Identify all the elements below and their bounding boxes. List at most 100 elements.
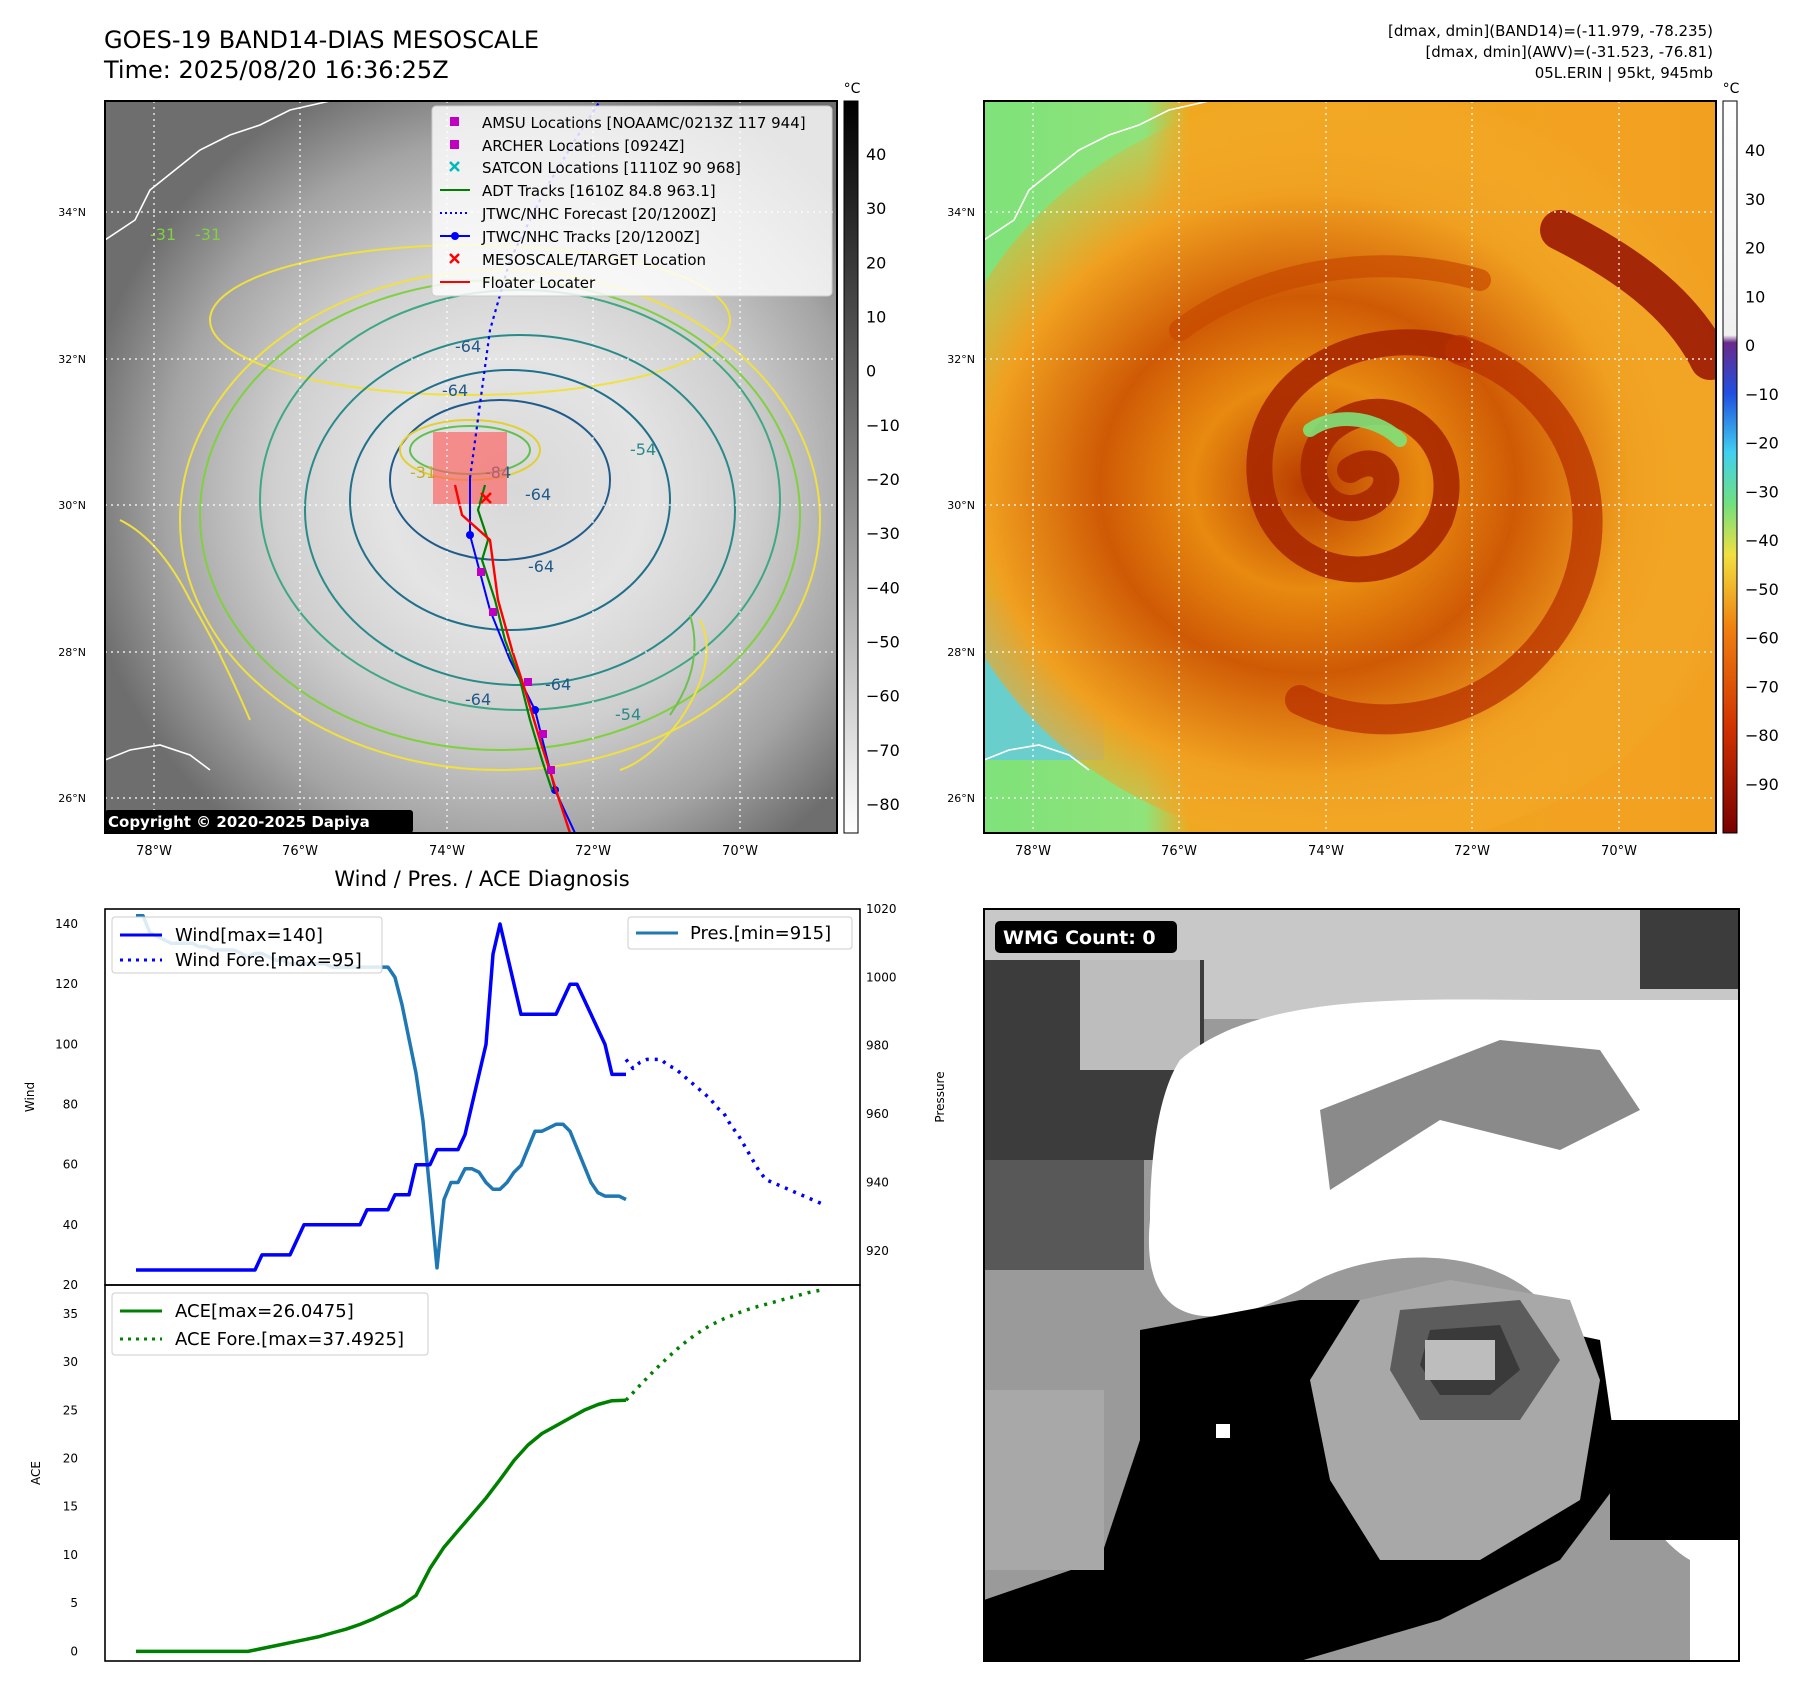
- tick-label: 920: [866, 1244, 889, 1258]
- wmg-blocks: [984, 909, 1739, 1661]
- diagnosis-panel: Wind / Pres. / ACE Diagnosis 14012010080…: [23, 867, 947, 1662]
- copyright-text: Copyright © 2020-2025 Dapiya: [108, 813, 370, 831]
- wv-frame: [983, 100, 1717, 834]
- tick-label: 20: [866, 253, 886, 272]
- ace-plot-frame: [104, 1284, 861, 1662]
- dmax-awv-text: [dmax, dmin](AWV)=(-31.523, -76.81): [1425, 43, 1713, 61]
- ir-frame: [104, 100, 838, 834]
- tick-label: −30: [1745, 482, 1779, 501]
- target-marker: [480, 492, 492, 504]
- legend-label-amsu: AMSU Locations [NOAAMC/0213Z 117 944]: [482, 114, 806, 132]
- wmg-panel: WMG Count: 0: [983, 908, 1740, 1662]
- wv-lat-labels: 34°N 32°N 30°N 28°N 26°N: [947, 206, 975, 805]
- lon-label: 70°W: [1601, 844, 1637, 859]
- ir-lon-labels: 78°W 76°W 74°W 72°W 70°W: [136, 844, 758, 859]
- legend-box: [431, 105, 833, 297]
- wv-colorbar-ticks: 40 30 20 10 0 −10 −20 −30 −40 −50 −60 −70 −80 −90: [1745, 141, 1779, 794]
- lon-label: 78°W: [1015, 844, 1051, 859]
- coastline: [105, 101, 331, 241]
- wv-panel: °C 403020100−10−20−30−40−50−60−70−80−90 …: [947, 81, 1779, 859]
- legend-label-target: MESOSCALE/TARGET Location: [482, 251, 706, 269]
- contour-label: -64: [455, 337, 481, 356]
- satcon-legend-icon: [449, 161, 460, 172]
- tick-label: 15: [63, 1500, 78, 1514]
- ir-legend: AMSU Locations [NOAAMC/0213Z 117 944] AR…: [431, 105, 833, 297]
- lat-label: 28°N: [947, 646, 975, 659]
- pressure-y-ticks: 1020 1000 980 960 940 920: [866, 902, 897, 1258]
- wind-y-ticks: 140 120 100 80 60 40 20: [55, 917, 78, 1292]
- tick-label: −60: [866, 687, 900, 706]
- lat-label: 30°N: [58, 499, 86, 512]
- tick-label: 30: [63, 1355, 78, 1369]
- diagnosis-title: Wind / Pres. / ACE Diagnosis: [334, 867, 629, 891]
- tick-label: 960: [866, 1107, 889, 1121]
- ace-series-group: [136, 1288, 823, 1654]
- contour-label: -31: [150, 225, 176, 244]
- tick-label: 10: [866, 308, 886, 327]
- ace-axis-label: ACE: [29, 1461, 43, 1485]
- lon-label: 78°W: [136, 844, 172, 859]
- tick-label: 140: [55, 917, 78, 931]
- figure-title: GOES-19 BAND14-DIAS MESOSCALE: [104, 26, 540, 54]
- tick-label: 80: [63, 1098, 78, 1112]
- amsu-legend-icon: [450, 117, 459, 126]
- tick-label: −90: [1745, 775, 1779, 794]
- lon-label: 70°W: [722, 844, 758, 859]
- target-legend-icon: [449, 253, 460, 264]
- wind-axis-label: Wind: [23, 1082, 37, 1112]
- contour-label: -31: [195, 225, 221, 244]
- wind-line: [136, 922, 626, 1272]
- tick-label: −40: [1745, 531, 1779, 550]
- ace-forecast-line: [624, 1288, 823, 1402]
- wind-forecast-line: [624, 1057, 823, 1206]
- tick-label: 20: [63, 1278, 78, 1292]
- lon-label: 76°W: [1161, 844, 1197, 859]
- wind-forecast-legend-label: Wind Fore.[max=95]: [175, 950, 362, 971]
- legend-label-satcon: SATCON Locations [1110Z 90 968]: [482, 159, 741, 177]
- dmax-band14-text: [dmax, dmin](BAND14)=(-11.979, -78.235): [1388, 22, 1713, 40]
- tick-label: 10: [1745, 287, 1765, 306]
- tick-label: 980: [866, 1039, 889, 1053]
- pres-legend: Pres.[min=915]: [627, 916, 853, 950]
- coastline-bahamas: [105, 744, 211, 771]
- wv-spiral-bands: [1169, 210, 1716, 735]
- lat-label: 34°N: [58, 206, 86, 219]
- contour-label: -54: [615, 705, 641, 724]
- lon-label: 72°W: [575, 844, 611, 859]
- archer-legend-icon: [450, 140, 459, 149]
- pres-legend-box: [627, 916, 853, 950]
- tick-label: 30: [1745, 190, 1765, 209]
- ace-line: [136, 1398, 627, 1654]
- lat-label: 26°N: [947, 792, 975, 805]
- wmg-count-text: WMG Count: 0: [1003, 927, 1156, 949]
- wv-lon-labels: 78°W 76°W 74°W 72°W 70°W: [1015, 844, 1637, 859]
- legend-label-floater: Floater Locater: [482, 274, 596, 292]
- wmg-badge: [995, 921, 1177, 953]
- contour-label: -64: [442, 381, 468, 400]
- lon-label: 72°W: [1454, 844, 1490, 859]
- tick-label: −40: [866, 578, 900, 597]
- contour-label: -64: [528, 557, 554, 576]
- tick-label: 5: [70, 1596, 78, 1610]
- tick-label: 10: [63, 1548, 78, 1562]
- contour-label: -64: [525, 485, 551, 504]
- tick-label: −50: [866, 633, 900, 652]
- contour-label: -54: [630, 440, 656, 459]
- figure-time: Time: 2025/08/20 16:36:25Z: [104, 56, 449, 84]
- legend-label-archer: ARCHER Locations [0924Z]: [482, 137, 685, 155]
- coastline: [984, 101, 1210, 241]
- tick-label: −50: [1745, 580, 1779, 599]
- tick-label: −70: [866, 741, 900, 760]
- lat-label: 34°N: [947, 206, 975, 219]
- tick-label: −20: [1745, 434, 1779, 453]
- tick-label: 1020: [866, 902, 897, 916]
- tick-label: 60: [63, 1158, 78, 1172]
- pres-legend-label: Pres.[min=915]: [690, 923, 831, 944]
- adt-track: [476, 484, 554, 791]
- ir-colorbar-unit: °C: [844, 81, 861, 97]
- tick-label: −30: [866, 524, 900, 543]
- contour-label: -64: [465, 690, 491, 709]
- tick-label: −60: [1745, 629, 1779, 648]
- lat-label: 26°N: [58, 792, 86, 805]
- tick-label: 25: [63, 1403, 78, 1417]
